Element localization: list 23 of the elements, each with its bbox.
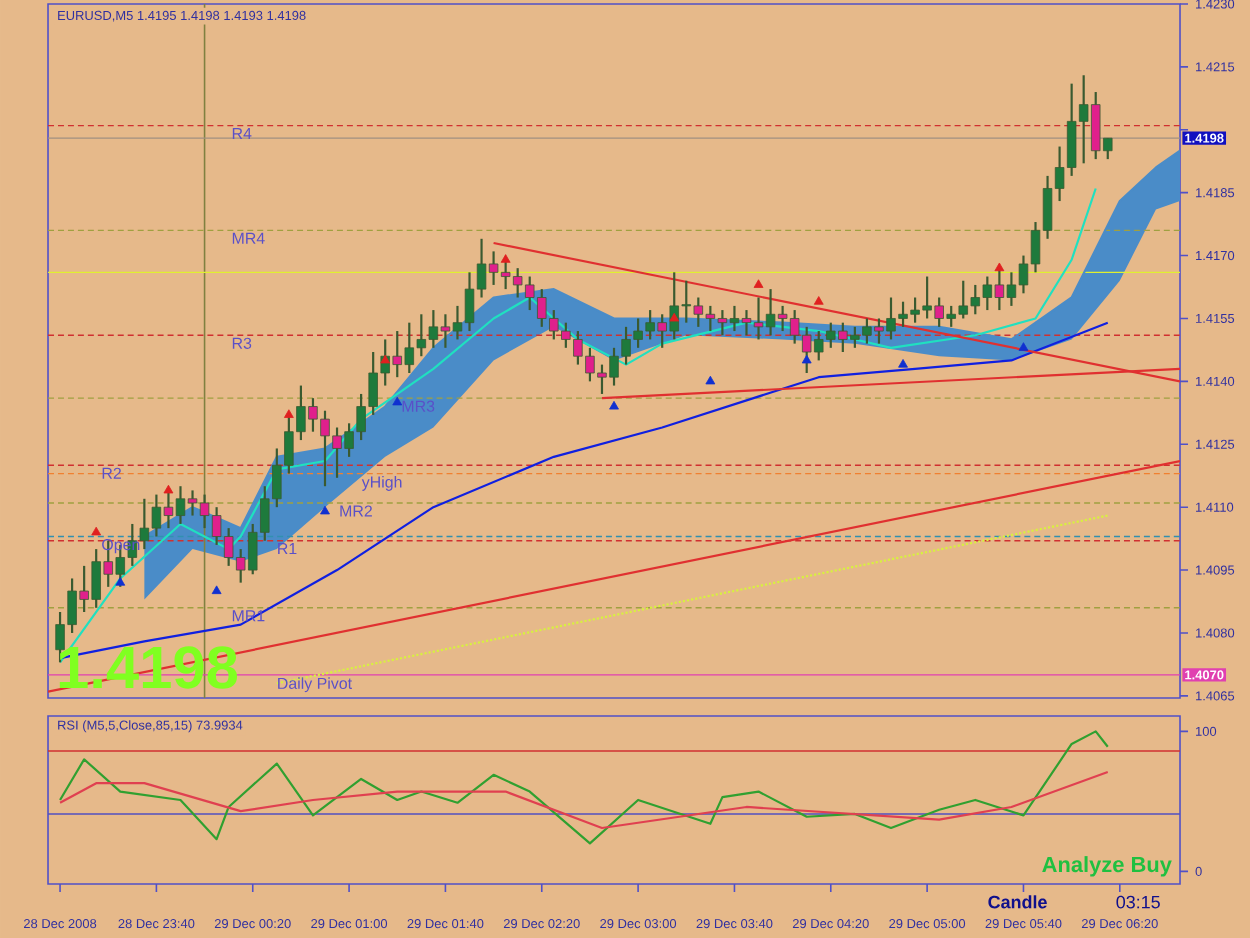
point: [115, 577, 126, 586]
point: [211, 585, 222, 595]
point: [898, 359, 908, 368]
annotation: Analyze Buy: [1042, 856, 1172, 877]
point: [380, 354, 391, 364]
point: [753, 279, 764, 288]
point: [813, 296, 824, 305]
point: [392, 396, 403, 406]
text: Candle: [988, 895, 1047, 909]
point: [669, 312, 680, 322]
point: [283, 409, 294, 418]
line-series: [58, 730, 1109, 845]
text: 03:15: [1116, 895, 1160, 909]
line-series: [58, 770, 1109, 830]
point: [500, 254, 511, 263]
point: [609, 400, 619, 410]
point: [163, 484, 174, 494]
point: [801, 354, 812, 364]
point: [994, 262, 1005, 272]
point: [705, 375, 716, 385]
point: [1018, 342, 1029, 351]
point: [91, 526, 102, 536]
point: [320, 505, 330, 515]
